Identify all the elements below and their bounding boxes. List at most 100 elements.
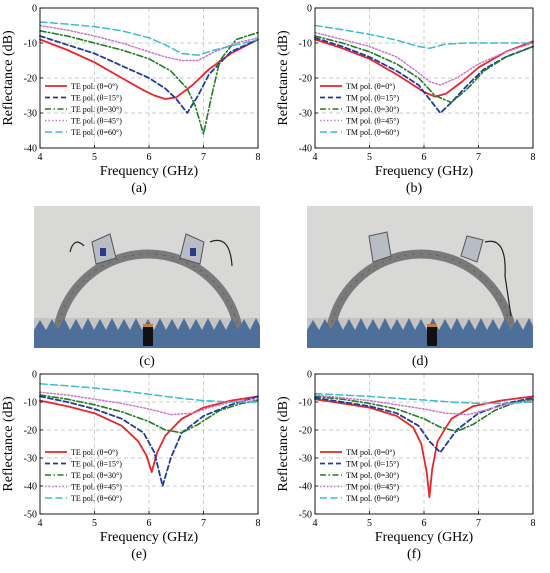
legend: TM pol. (θ=0°) TM pol. (θ=15°) TM pol. (θ=… [320,448,399,503]
x-tick-label: 8 [256,518,261,529]
x-tick-label: 4 [38,518,43,529]
tm-setup-illustration [307,206,533,348]
legend-label-0: TE pol. (θ=0°) [71,448,118,457]
series-line-2 [314,395,534,433]
x-tick-label: 7 [201,152,206,163]
series-line-4 [39,21,259,57]
legend-label-1: TM pol. (θ=15°) [346,460,399,469]
series-line-2 [39,394,259,434]
series-line-3 [39,391,259,416]
y-tick-label: -50 [299,510,312,521]
x-tick-label: 4 [313,152,318,163]
legend-label-0: TE pol. (θ=0°) [71,82,118,91]
legend-label-2: TE pol. (θ=30°) [71,105,122,114]
series-line-1 [39,395,259,487]
chart-b: 4 5 6 7 8 0 -10 -20 -30 -40 Frequency (GHz) Reflect… [276,4,536,180]
legend-label-2: TM pol. (θ=30°) [346,105,399,114]
y-tick-label: -40 [299,482,312,493]
y-tick-label: 0 [307,370,312,381]
x-axis-label: Frequency (GHz) [375,164,474,179]
x-tick-label: 8 [256,152,261,163]
legend-label-1: TM pol. (θ=15°) [346,94,399,103]
x-tick-label: 7 [476,152,481,163]
series-line-4 [314,24,534,50]
y-tick-label: -20 [24,74,37,85]
y-tick-label: -10 [299,398,312,409]
series-line-3 [39,24,259,62]
y-axis-label: Reflectance (dB) [1,30,16,126]
legend: TE pol. (θ=0°) TE pol. (θ=15°) TE pol. (θ=… [45,448,122,503]
x-tick-label: 4 [313,518,318,529]
x-tick-label: 8 [531,152,536,163]
y-tick-label: -30 [24,454,37,465]
chart-e: 4 5 6 7 8 0 -10 -20 -30 -40 -50 Frequency (GHz) Refl… [1,370,261,546]
x-tick-label: 5 [92,518,97,529]
legend-label-0: TM pol. (θ=0°) [346,448,395,457]
series-line-4 [39,383,259,403]
y-tick-label: 0 [307,4,312,15]
caption-a: (a) [131,181,147,196]
y-tick-label: 0 [32,4,37,15]
x-axis-label: Frequency (GHz) [375,530,474,545]
y-tick-label: -40 [24,482,37,493]
legend-label-2: TE pol. (θ=30°) [71,471,122,480]
series-line-3 [314,394,534,416]
legend: TM pol. (θ=0°) TM pol. (θ=15°) TM pol. (θ=… [320,82,399,137]
x-tick-label: 7 [476,518,481,529]
y-tick-label: -20 [24,426,37,437]
x-tick-label: 6 [147,518,152,529]
legend-label-3: TM pol. (θ=45°) [346,483,399,492]
series-line-2 [39,29,259,135]
x-tick-label: 5 [367,518,372,529]
series-line-0 [314,38,534,98]
y-tick-label: -40 [299,144,312,155]
y-tick-label: -10 [299,39,312,50]
series-line-1 [39,35,259,114]
series-line-0 [39,38,259,100]
y-tick-label: -30 [24,109,37,120]
series-line-2 [314,35,534,104]
te-setup-illustration [34,206,260,348]
legend-label-4: TM pol. (θ=60°) [346,494,399,503]
legend-label-4: TE pol. (θ=60°) [71,128,122,137]
y-axis-label: Reflectance (dB) [276,396,291,492]
x-tick-label: 6 [422,152,427,163]
y-tick-label: -30 [299,454,312,465]
caption-d: (d) [411,354,429,369]
y-tick-label: -50 [24,510,37,521]
y-tick-label: -20 [299,426,312,437]
x-tick-label: 4 [38,152,43,163]
series-line-1 [314,36,534,114]
legend-label-3: TM pol. (θ=45°) [346,117,399,126]
y-tick-label: 0 [32,370,37,381]
photo-tm-setup [307,206,533,348]
y-axis-label: Reflectance (dB) [1,396,16,492]
legend-label-3: TE pol. (θ=45°) [71,483,122,492]
x-axis-label: Frequency (GHz) [100,164,199,179]
x-tick-label: 7 [201,518,206,529]
y-tick-label: -30 [299,109,312,120]
legend-label-3: TE pol. (θ=45°) [71,117,122,126]
x-tick-label: 5 [92,152,97,163]
legend-label-0: TM pol. (θ=0°) [346,82,395,91]
x-tick-label: 5 [367,152,372,163]
series-line-3 [314,31,534,86]
series-line-0 [314,395,534,499]
legend-label-2: TM pol. (θ=30°) [346,471,399,480]
chart-a: 4 5 6 7 8 0 -10 -20 -30 -40 Frequency (GHz) Reflect… [1,4,261,180]
legend-label-4: TM pol. (θ=60°) [346,128,399,137]
series-line-0 [39,395,259,473]
photo-te-setup [34,206,260,348]
legend-label-4: TE pol. (θ=60°) [71,494,122,503]
caption-f: (f) [407,547,421,562]
y-axis-label: Reflectance (dB) [276,30,291,126]
legend-label-1: TE pol. (θ=15°) [71,94,122,103]
chart-f: 4 5 6 7 8 0 -10 -20 -30 -40 -50 Frequency (GHz) Refl… [276,370,536,546]
x-axis-label: Frequency (GHz) [100,530,199,545]
caption-b: (b) [405,181,423,196]
y-tick-label: -10 [24,39,37,50]
caption-e: (e) [131,547,147,562]
y-tick-label: -10 [24,398,37,409]
y-tick-label: -40 [24,144,37,155]
y-tick-label: -20 [299,74,312,85]
